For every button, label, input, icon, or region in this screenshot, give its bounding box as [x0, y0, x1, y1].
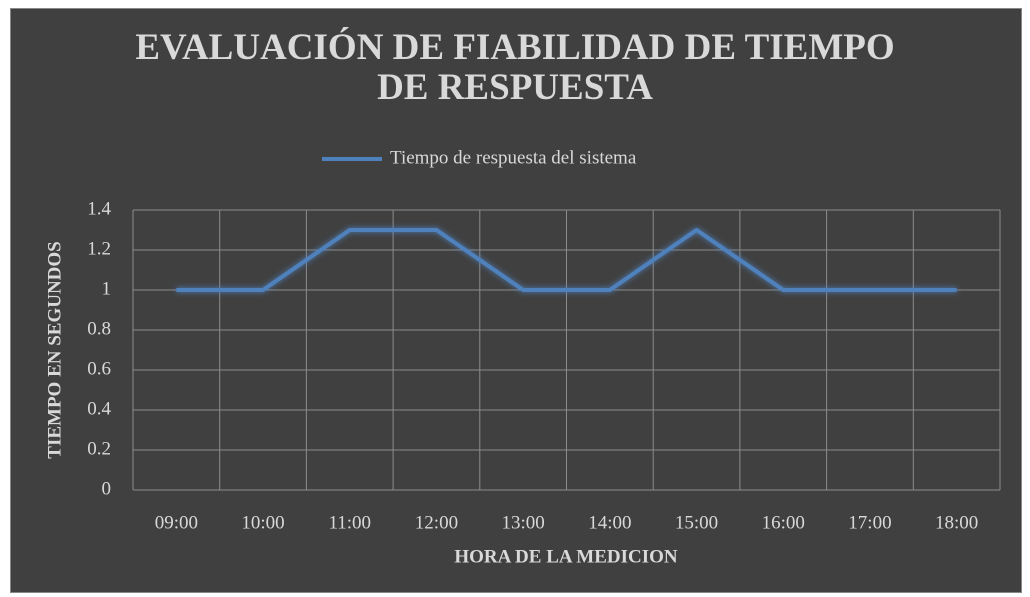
- x-tick-label: 11:00: [328, 512, 371, 533]
- y-tick-label: 1.2: [87, 238, 111, 259]
- x-tick-label: 15:00: [675, 512, 718, 533]
- x-tick-label: 18:00: [935, 512, 978, 533]
- y-tick-label: 0.8: [87, 318, 111, 339]
- chart-frame: [10, 8, 1022, 593]
- chart-title: EVALUACIÓN DE FIABILIDAD DE TIEMPO DE RE…: [135, 27, 895, 108]
- y-axis-label: TIEMPO EN SEGUNDOS: [44, 241, 65, 458]
- x-tick-label: 14:00: [588, 512, 631, 533]
- legend-label: Tiempo de respuesta del sistema: [390, 147, 637, 168]
- x-tick-label: 13:00: [502, 512, 545, 533]
- x-tick-label: 10:00: [241, 512, 284, 533]
- x-tick-label: 16:00: [762, 512, 805, 533]
- y-tick-label: 0.2: [87, 438, 111, 459]
- x-axis-label: HORA DE LA MEDICION: [454, 546, 678, 567]
- x-tick-label: 09:00: [155, 512, 198, 533]
- x-tick-label: 17:00: [848, 512, 891, 533]
- y-tick-label: 0: [102, 478, 112, 499]
- y-tick-label: 0.4: [87, 398, 111, 419]
- data-line: [176, 228, 957, 292]
- y-tick-label: 0.6: [87, 358, 111, 379]
- y-tick-label: 1: [102, 278, 112, 299]
- y-tick-label: 1.4: [87, 198, 111, 219]
- x-tick-label: 12:00: [415, 512, 458, 533]
